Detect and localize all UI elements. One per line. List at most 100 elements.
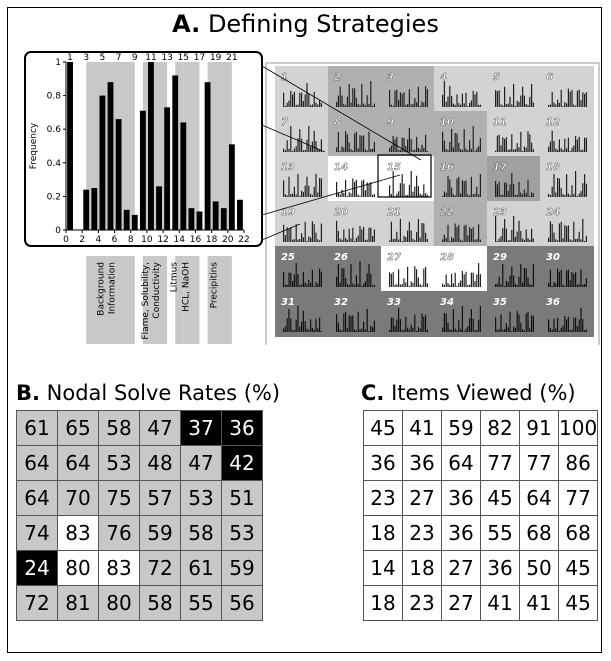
node-mini-bar	[405, 236, 407, 242]
node-mini-bar	[532, 193, 534, 197]
node-mini-bar	[443, 191, 445, 197]
node-mini-bar	[366, 95, 368, 107]
node-mini-bar	[560, 327, 562, 332]
node-mini-bar	[425, 314, 427, 332]
node-label: 3	[387, 72, 394, 83]
node-mini-bar	[359, 195, 361, 197]
node-mini-bar	[449, 85, 451, 107]
node-mini-bar	[357, 148, 359, 152]
node-mini-bar	[350, 149, 352, 152]
group-label-band	[142, 256, 168, 344]
node-mini-bar	[470, 309, 472, 332]
node-label: 34	[440, 297, 454, 308]
node-mini-bar	[293, 186, 295, 197]
node-mini-bar	[355, 330, 357, 332]
node-mini-bar	[445, 101, 447, 107]
node-mini-bar	[352, 150, 354, 152]
node-mini-bar	[405, 104, 407, 107]
node-mini-bar	[313, 286, 315, 287]
node-mini-bar	[348, 315, 350, 332]
node-mini-bar	[505, 182, 507, 197]
node-mini-bar	[301, 138, 303, 152]
node-mini-bar	[401, 284, 403, 287]
node-label: 4	[439, 72, 447, 83]
node-mini-bar	[348, 192, 350, 197]
node-mini-bar	[337, 263, 339, 287]
node-mini-bar	[564, 138, 566, 152]
node-mini-bar	[527, 105, 529, 107]
x-top-tick-label: 15	[178, 53, 189, 63]
items-viewed-cell: 45	[557, 585, 599, 621]
solve-rate-cell: 61	[16, 410, 58, 446]
group-band	[175, 62, 184, 230]
node-mini-bar	[336, 101, 338, 107]
node-mini-bar	[516, 143, 518, 152]
node-label: 7	[281, 117, 288, 128]
node-mini-bar	[511, 331, 513, 332]
node-mini-bar	[293, 274, 295, 287]
node-mini-bar	[442, 131, 444, 152]
node-mini-bar	[401, 241, 403, 242]
y-tick-label: 0.8	[47, 92, 62, 102]
node-label: 15	[387, 162, 401, 173]
node-mini-bar	[564, 285, 566, 287]
node-mini-bar	[527, 277, 529, 287]
node-mini-bar	[416, 136, 418, 152]
node-mini-bar	[310, 237, 312, 242]
node-cell: 19	[275, 201, 329, 247]
node-mini-bar	[442, 94, 444, 107]
node-mini-bar	[567, 193, 569, 197]
node-mini-bar	[423, 316, 425, 332]
node-mini-bar	[549, 221, 551, 242]
node-mini-bar	[410, 104, 412, 107]
node-mini-bar	[297, 306, 299, 332]
solve-rate-cell: 70	[57, 480, 99, 516]
node-mini-bar	[454, 195, 456, 197]
node-mini-bar	[573, 145, 575, 152]
node-mini-bar	[532, 149, 534, 152]
node-mini-bar	[302, 310, 304, 332]
items-viewed-cell: 59	[441, 410, 481, 446]
node-mini-bar	[295, 146, 297, 152]
node-mini-bar	[449, 179, 451, 197]
node-mini-bar	[319, 240, 321, 242]
node-mini-bar	[286, 140, 288, 152]
node-mini-bar	[416, 331, 418, 332]
node-mini-bar	[297, 138, 299, 152]
node-mini-bar	[553, 102, 555, 107]
node-mini-bar	[452, 147, 454, 152]
panel-b-title: B. Nodal Solve Rates (%)	[16, 381, 280, 405]
node-mini-bar	[421, 313, 423, 332]
node-mini-bar	[575, 135, 577, 152]
node-mini-bar	[573, 221, 575, 242]
node-label: 33	[387, 297, 401, 308]
node-mini-bar	[584, 93, 586, 107]
node-mini-bar	[511, 104, 513, 107]
node-mini-bar	[447, 176, 449, 197]
node-mini-bar	[582, 92, 584, 107]
node-mini-bar	[352, 88, 354, 107]
node-mini-bar	[509, 275, 511, 287]
node-mini-bar	[412, 238, 414, 242]
node-mini-bar	[527, 131, 529, 152]
node-mini-bar	[364, 149, 366, 152]
node-mini-bar	[412, 282, 414, 287]
bar	[107, 82, 114, 230]
node-mini-bar	[442, 327, 444, 332]
node-mini-bar	[451, 128, 453, 152]
node-mini-bar	[407, 104, 409, 107]
node-mini-bar	[571, 272, 573, 287]
node-mini-bar	[465, 180, 467, 197]
node-mini-bar	[566, 319, 568, 332]
node-mini-bar	[317, 283, 319, 287]
node-mini-bar	[445, 192, 447, 197]
node-cell: 8	[328, 111, 382, 157]
node-mini-bar	[513, 326, 515, 332]
node-mini-bar	[571, 89, 573, 107]
items-viewed-cell: 50	[519, 550, 559, 586]
node-mini-bar	[551, 286, 553, 287]
node-mini-bar	[416, 175, 418, 197]
node-mini-bar	[364, 329, 366, 332]
group-label: Litmus	[169, 262, 179, 293]
panel-a-title: A. Defining Strategies	[0, 10, 611, 38]
